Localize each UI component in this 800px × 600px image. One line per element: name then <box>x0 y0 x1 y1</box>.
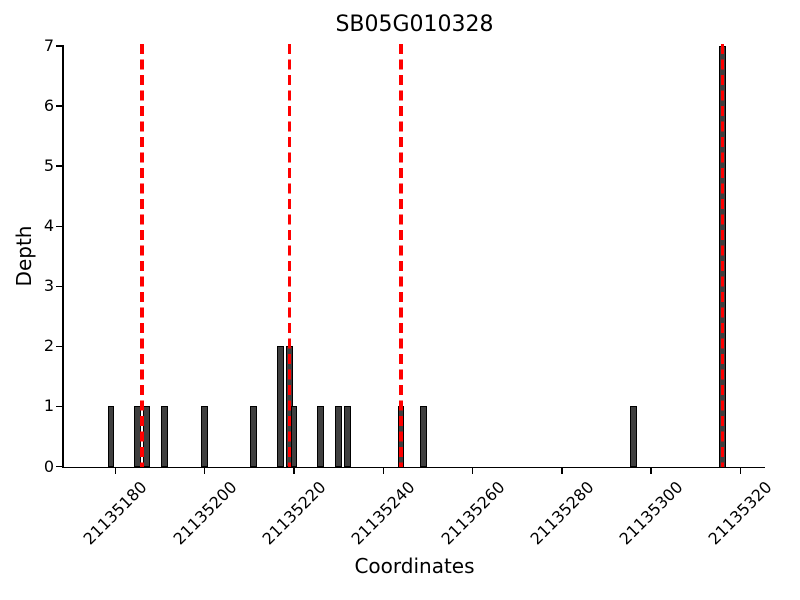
marker-vline <box>287 44 292 467</box>
y-tick-mark <box>56 225 63 227</box>
y-tick-mark <box>56 105 63 107</box>
y-tick-label: 6 <box>43 96 54 116</box>
y-tick-label: 2 <box>43 336 54 356</box>
bar <box>335 406 342 468</box>
x-tick-mark <box>739 468 742 475</box>
bar <box>317 406 325 468</box>
y-tick-mark <box>56 285 63 287</box>
y-tick-mark <box>56 405 63 408</box>
x-tick-label-text: 21135280 <box>526 476 598 549</box>
y-tick-mark <box>56 465 63 468</box>
x-tick-label-text: 21135180 <box>79 476 151 549</box>
bar <box>201 406 208 468</box>
bar <box>107 406 115 468</box>
x-tick-mark <box>203 468 206 475</box>
marker-vline <box>399 44 403 467</box>
x-tick-label-text: 21135300 <box>615 476 687 549</box>
y-tick-label: 3 <box>43 276 54 296</box>
x-tick-label-text: 21135260 <box>437 476 509 549</box>
x-tick-label-text: 21135240 <box>347 476 419 549</box>
x-tick-mark <box>650 468 652 475</box>
bar <box>290 406 298 468</box>
bar <box>420 406 427 468</box>
y-tick-label: 0 <box>43 456 54 476</box>
bar <box>250 406 258 468</box>
y-tick-mark <box>56 345 63 348</box>
y-tick-mark <box>56 165 63 167</box>
y-tick-mark <box>56 45 63 47</box>
x-tick-mark <box>293 468 295 475</box>
bar <box>629 406 637 468</box>
y-tick-label: 1 <box>43 396 54 416</box>
x-axis-label: Coordinates <box>354 554 475 578</box>
bar <box>277 346 284 468</box>
y-tick-label: 5 <box>43 156 54 176</box>
bar <box>344 406 351 468</box>
marker-vline <box>140 44 144 467</box>
x-tick-mark <box>114 468 117 475</box>
left-spine <box>62 45 64 467</box>
marker-vline <box>720 44 725 467</box>
y-tick-label: 4 <box>43 216 54 236</box>
y-tick-label: 7 <box>43 36 54 55</box>
x-tick-mark <box>382 468 384 475</box>
chart-title: SB05G010328 <box>335 12 494 37</box>
bar <box>143 406 150 468</box>
bottom-spine <box>62 466 765 469</box>
x-tick-label-text: 21135320 <box>704 476 776 549</box>
bar <box>161 406 168 468</box>
x-tick-mark <box>561 468 563 475</box>
x-tick-label-text: 21135220 <box>258 476 330 549</box>
x-tick-label-text: 21135200 <box>169 476 241 549</box>
x-tick-mark <box>471 468 474 475</box>
